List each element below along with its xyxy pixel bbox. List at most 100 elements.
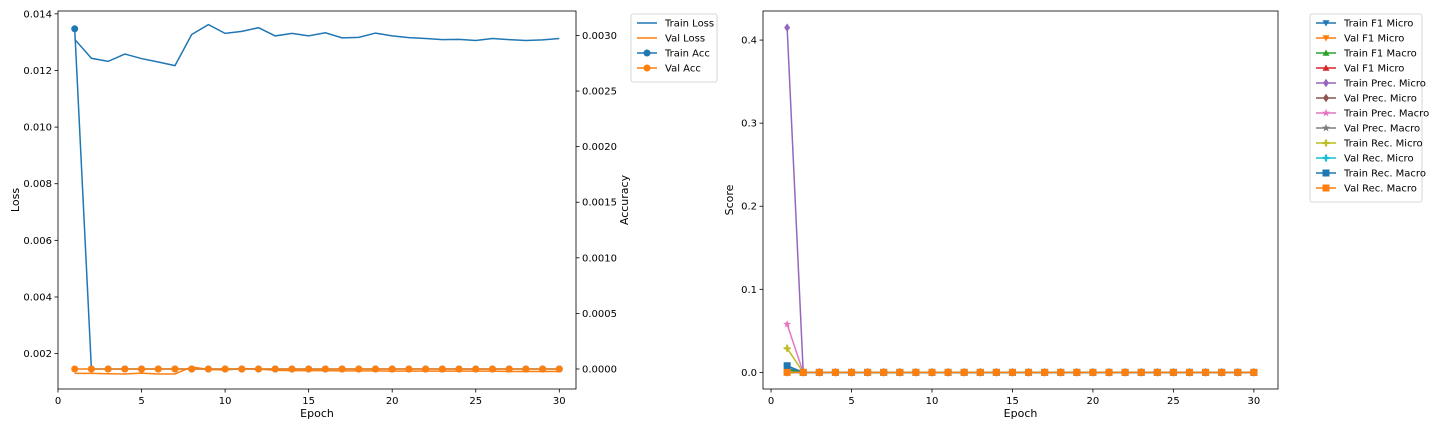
data-point bbox=[1041, 368, 1049, 376]
data-point bbox=[912, 368, 920, 376]
legend-label: Train Prec. Macro bbox=[1343, 109, 1429, 120]
series-line bbox=[786, 347, 1254, 374]
data-point bbox=[831, 368, 839, 376]
y-tick-label: 0.008 bbox=[23, 179, 52, 190]
legend-label: Train Acc bbox=[664, 49, 710, 60]
data-point bbox=[815, 368, 823, 376]
data-point bbox=[171, 365, 179, 373]
legend-label: Val Prec. Macro bbox=[1344, 124, 1420, 135]
series-val-loss bbox=[74, 366, 560, 375]
legend-label: Val Rec. Macro bbox=[1344, 184, 1417, 195]
data-point bbox=[783, 344, 791, 352]
x-axis-label: Epoch bbox=[1004, 407, 1038, 420]
data-point bbox=[783, 368, 791, 376]
data-point bbox=[472, 365, 480, 373]
data-point bbox=[864, 368, 872, 376]
legend-marker bbox=[1322, 108, 1330, 117]
y-tick-label: 0.012 bbox=[23, 66, 52, 77]
data-point bbox=[783, 320, 792, 328]
legend-marker bbox=[1322, 123, 1330, 132]
y-axis-label: Score bbox=[723, 184, 736, 215]
x-tick-label: 5 bbox=[848, 396, 854, 407]
legend-box bbox=[630, 13, 718, 83]
x-tick-label: 5 bbox=[138, 396, 144, 407]
data-point bbox=[255, 365, 263, 373]
data-point bbox=[488, 365, 496, 373]
y-tick-label: 0.002 bbox=[23, 349, 52, 360]
legend-marker bbox=[1323, 78, 1329, 88]
data-point bbox=[121, 365, 129, 373]
score-chart: 0 5 10 15 20 25 30 0.0 0.1 0.2 0.3 0.4 Epoch Score Tra… bbox=[723, 10, 1429, 420]
plot-frame bbox=[57, 10, 577, 390]
legend-marker bbox=[1322, 35, 1330, 42]
plot-frame bbox=[762, 10, 1279, 390]
data-point bbox=[87, 365, 95, 373]
legend-marker bbox=[643, 49, 651, 57]
y-tick-label: 0.006 bbox=[23, 236, 52, 247]
data-point bbox=[1218, 368, 1226, 376]
y-tick-label: 0.3 bbox=[741, 119, 757, 130]
data-point bbox=[355, 365, 363, 373]
legend-marker bbox=[643, 64, 651, 72]
data-point bbox=[880, 368, 888, 376]
legend-marker bbox=[1322, 154, 1330, 162]
data-point bbox=[784, 23, 791, 32]
legend-marker bbox=[1322, 20, 1330, 27]
data-point bbox=[388, 365, 396, 373]
data-point bbox=[928, 368, 936, 376]
y2-tick-label: 0.0020 bbox=[582, 142, 617, 153]
data-point bbox=[338, 365, 346, 373]
data-point bbox=[71, 365, 79, 373]
data-point bbox=[992, 368, 1000, 376]
data-point bbox=[71, 25, 79, 33]
data-point bbox=[783, 362, 791, 370]
legend-label: Train Rec. Micro bbox=[1343, 139, 1423, 150]
legend-box bbox=[1309, 13, 1423, 203]
data-point bbox=[1008, 368, 1016, 376]
data-point bbox=[896, 368, 904, 376]
series-val-acc bbox=[71, 365, 563, 373]
data-point bbox=[1089, 368, 1097, 376]
data-point bbox=[522, 365, 530, 373]
data-point bbox=[960, 368, 968, 376]
series-train-prec-macro bbox=[783, 320, 1258, 376]
series-train-acc bbox=[71, 25, 563, 373]
y2-tick-label: 0.0005 bbox=[582, 309, 617, 320]
data-point bbox=[799, 368, 807, 376]
x-tick-label: 0 bbox=[768, 396, 774, 407]
data-point bbox=[1250, 368, 1258, 376]
y2-tick-label: 0.0025 bbox=[582, 87, 617, 98]
data-point bbox=[505, 365, 513, 373]
x-tick-label: 20 bbox=[1087, 396, 1100, 407]
data-point bbox=[1153, 368, 1161, 376]
data-point bbox=[422, 365, 430, 373]
x-tick-label: 10 bbox=[219, 396, 232, 407]
data-point bbox=[1185, 368, 1193, 376]
x-tick-label: 30 bbox=[1247, 396, 1260, 407]
legend-label: Train Prec. Micro bbox=[1343, 79, 1426, 90]
data-point bbox=[539, 365, 547, 373]
legend-label: Train F1 Micro bbox=[1343, 19, 1413, 30]
series-line bbox=[74, 366, 560, 375]
y-tick-label: 0.004 bbox=[23, 292, 52, 303]
data-point bbox=[1073, 368, 1081, 376]
y2-tick-label: 0.0000 bbox=[582, 364, 617, 375]
y-tick-label: 0.014 bbox=[23, 9, 52, 20]
series-line bbox=[73, 28, 560, 370]
y2-tick-label: 0.0010 bbox=[582, 253, 617, 264]
y-tick-label: 0.2 bbox=[741, 202, 757, 213]
legend-label: Val F1 Micro bbox=[1344, 34, 1404, 45]
series-line bbox=[786, 365, 1254, 374]
data-point bbox=[405, 365, 413, 373]
data-point bbox=[555, 365, 563, 373]
data-point bbox=[1137, 368, 1145, 376]
data-point bbox=[1105, 368, 1113, 376]
data-point bbox=[104, 365, 112, 373]
data-point bbox=[138, 365, 146, 373]
x-tick-label: 0 bbox=[55, 396, 61, 407]
x-tick-label: 15 bbox=[1006, 396, 1019, 407]
data-point bbox=[944, 368, 952, 376]
y-axis-label: Loss bbox=[9, 188, 22, 212]
legend-marker bbox=[1322, 139, 1330, 147]
series-train-prec-micro bbox=[784, 23, 1257, 377]
